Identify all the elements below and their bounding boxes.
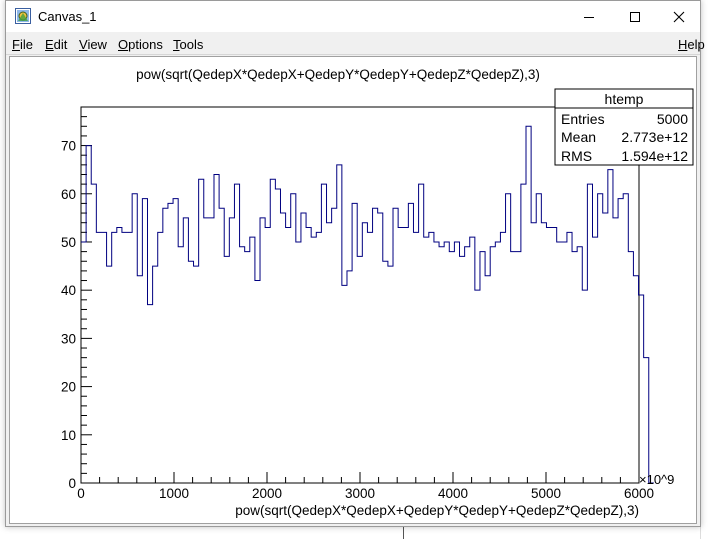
- menu-view[interactable]: View: [79, 37, 107, 52]
- y-tick-label: 60: [61, 187, 76, 202]
- y-tick-label: 20: [61, 380, 76, 395]
- x-tick-label: 4000: [438, 486, 468, 501]
- maximize-icon: [630, 11, 640, 22]
- maximize-button[interactable]: [612, 1, 658, 32]
- histogram-outline: [81, 125, 654, 484]
- menu-help[interactable]: Help: [678, 37, 705, 52]
- stats-box[interactable]: htemp Entries 5000 Mean 2.773e+12 RMS 1.…: [554, 88, 694, 166]
- stats-mean-label: Mean: [561, 129, 596, 145]
- y-tick-label: 40: [61, 283, 76, 298]
- y-tick-label: 0: [68, 476, 76, 491]
- x-tick-label: 2000: [252, 486, 282, 501]
- y-tick-label: 30: [61, 331, 76, 346]
- y-tick-label: 50: [61, 235, 76, 250]
- stats-entries-label: Entries: [561, 111, 605, 127]
- menu-file[interactable]: File: [12, 37, 33, 52]
- window-title: Canvas_1: [38, 9, 97, 24]
- stats-mean-value: 2.773e+12: [621, 129, 688, 145]
- title-bar[interactable]: Canvas_1: [6, 1, 700, 32]
- x-axis-label: pow(sqrt(QedepX*QedepX+QedepY*QedepY+Qed…: [235, 503, 639, 518]
- axes: 0 1000 2000 3000 4000 5000 6000 0 10 20 30 40 50 60 70: [61, 106, 654, 501]
- x-tick-label: 3000: [345, 486, 375, 501]
- stats-name: htemp: [605, 91, 644, 107]
- x-tick-label: 0: [77, 486, 85, 501]
- stats-rms-label: RMS: [561, 148, 592, 164]
- minimize-icon: [584, 16, 594, 18]
- y-tick-label: 10: [61, 428, 76, 443]
- background-window-edge: [700, 0, 716, 539]
- background-divider: [403, 527, 404, 539]
- root-canvas-icon: [15, 8, 31, 24]
- histogram-plot[interactable]: pow(sqrt(QedepX*QedepX+QedepY*QedepY+Qed…: [10, 57, 698, 525]
- stats-entries-value: 5000: [657, 111, 688, 127]
- x-tick-label: 5000: [531, 486, 561, 501]
- stats-rms-value: 1.594e+12: [621, 148, 688, 164]
- y-tick-label: 70: [61, 139, 76, 154]
- canvas-window: Canvas_1 File Edit View Options Tools He…: [5, 0, 705, 527]
- menu-edit[interactable]: Edit: [45, 37, 68, 52]
- menu-tools[interactable]: Tools: [173, 37, 204, 52]
- close-icon: [673, 11, 685, 22]
- menu-options[interactable]: Options: [118, 37, 163, 52]
- minimize-button[interactable]: [566, 1, 612, 32]
- plot-canvas[interactable]: pow(sqrt(QedepX*QedepX+QedepY*QedepY+Qed…: [9, 56, 697, 524]
- menu-bar: File Edit View Options Tools Help: [6, 32, 705, 55]
- chart-title: pow(sqrt(QedepX*QedepX+QedepY*QedepY+Qed…: [136, 67, 540, 82]
- x-axis-multiplier: ×10^9: [639, 472, 674, 487]
- x-tick-label: 1000: [159, 486, 189, 501]
- close-button[interactable]: [656, 1, 702, 32]
- x-tick-label: 6000: [624, 486, 654, 501]
